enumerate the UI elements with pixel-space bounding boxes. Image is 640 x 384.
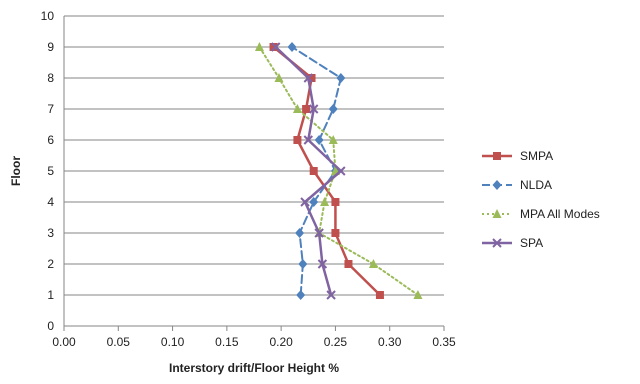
data-point [314,135,324,145]
data-point [336,166,346,176]
legend-label: SMPA [520,149,553,163]
legend-marker [492,180,502,190]
data-point [274,73,284,82]
y-tick-label: 3 [47,226,54,240]
legend-label: MPA All Modes [520,207,600,221]
data-point [320,197,330,206]
data-point [328,135,338,144]
legend-marker [492,238,502,248]
data-point [303,73,313,83]
data-point [287,42,297,52]
y-tick-labels: 0 1 2 3 4 5 6 7 8 9 10 [41,9,55,333]
legend-item: MPA All Modes [482,207,600,221]
y-axis-title: Floor [9,156,23,186]
data-point [292,104,302,113]
legend-marker [492,209,502,218]
data-point [326,290,336,300]
y-tick-label: 10 [41,9,55,23]
x-tick-label: 0.00 [52,335,76,349]
data-point [302,105,311,113]
series [254,42,423,300]
data-point [298,259,308,269]
data-point [368,259,378,268]
gridlines [64,15,444,296]
legend-label: SPA [520,236,543,250]
series-2 [254,42,423,299]
legend-marker [493,152,501,160]
data-point [309,167,318,175]
x-tick-label: 0.30 [378,335,402,349]
legend-label: NLDA [520,178,552,192]
y-tick-label: 7 [47,102,54,116]
y-tick-label: 5 [47,164,54,178]
x-tick-label: 0.05 [107,335,131,349]
x-tick-label: 0.15 [215,335,239,349]
x-tick-label: 0.25 [324,335,348,349]
x-tick-labels: 0.00 0.05 0.10 0.15 0.20 0.25 0.30 0.35 [52,326,456,349]
data-point [269,43,278,51]
x-tick-label: 0.20 [269,335,293,349]
data-point [331,198,340,206]
series-3 [271,42,346,300]
data-point [309,197,319,207]
legend: SMPA NLDA MPA All Modes SPA [482,149,600,250]
legend-item: SMPA [482,149,553,163]
y-tick-label: 1 [47,288,54,302]
data-point [413,290,423,299]
data-point [300,197,310,207]
data-point [309,104,319,114]
data-point [293,136,302,144]
data-point [375,291,384,299]
y-tick-label: 2 [47,257,54,271]
y-tick-label: 4 [47,195,54,209]
y-tick-label: 6 [47,133,54,147]
data-point [254,42,264,51]
legend-item: NLDA [482,178,552,192]
data-point [331,229,340,237]
y-tick-label: 0 [47,319,54,333]
x-tick-label: 0.10 [161,335,185,349]
data-point [296,290,306,300]
axes [63,16,444,327]
x-tick-label: 0.35 [432,335,456,349]
legend-item: SPA [482,236,543,250]
data-point [295,228,305,238]
x-axis-title: Interstory drift/Floor Height % [169,361,339,375]
data-point [314,228,324,238]
data-point [271,42,281,52]
data-point [317,259,328,269]
y-tick-label: 8 [47,71,54,85]
data-point [307,74,316,82]
data-point [344,260,353,268]
data-point [336,73,346,83]
data-point [328,104,338,114]
data-point [303,135,313,145]
y-tick-label: 9 [47,40,54,54]
